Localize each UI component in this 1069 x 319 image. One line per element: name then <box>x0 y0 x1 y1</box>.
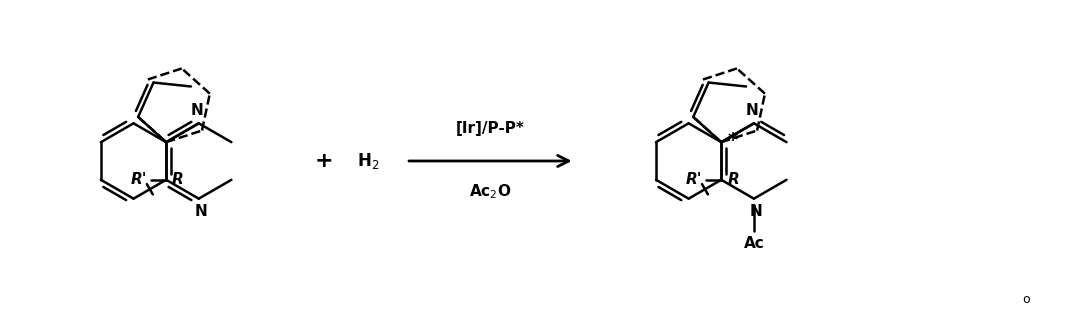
Text: Ac$_2$O: Ac$_2$O <box>469 183 512 202</box>
Text: Ac: Ac <box>744 236 764 251</box>
Text: R': R' <box>130 172 148 187</box>
Text: *: * <box>727 131 738 150</box>
Text: N: N <box>749 204 762 219</box>
Text: N: N <box>190 103 203 118</box>
Text: R: R <box>727 172 739 187</box>
Text: N: N <box>745 103 758 118</box>
Text: [Ir]/P-P*: [Ir]/P-P* <box>456 121 525 136</box>
Text: H$_2$: H$_2$ <box>357 151 379 171</box>
Text: +: + <box>314 151 334 171</box>
Text: N: N <box>195 204 207 219</box>
Text: R: R <box>172 172 184 187</box>
Text: o: o <box>1022 293 1029 306</box>
Text: R': R' <box>686 172 702 187</box>
